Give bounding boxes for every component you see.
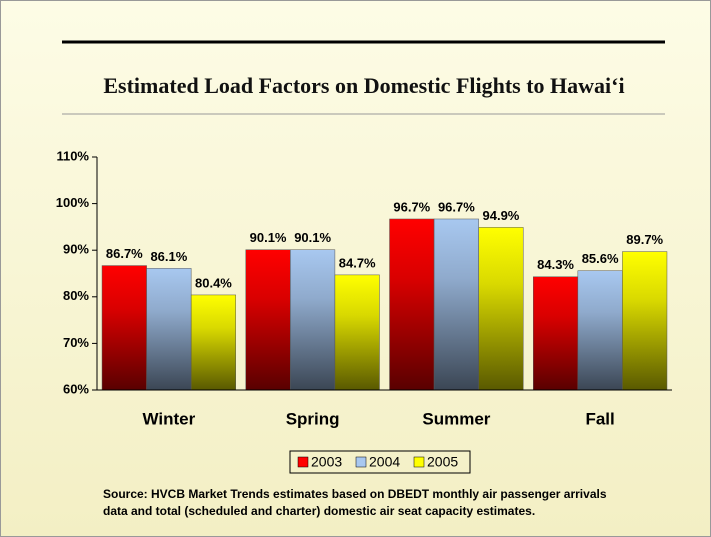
y-tick-label: 110% — [56, 148, 89, 163]
bar — [478, 227, 524, 391]
x-tick-label: Winter — [143, 409, 196, 428]
bar — [622, 251, 668, 391]
legend-box — [289, 450, 471, 474]
x-tick-label: Summer — [422, 409, 490, 428]
bar — [245, 249, 291, 391]
legend-swatch — [413, 456, 425, 468]
source-line: Source: HVCB Market Trends estimates bas… — [103, 487, 607, 501]
bar — [433, 218, 479, 391]
chart-title: Estimated Load Factors on Domestic Fligh… — [103, 73, 624, 98]
bar — [101, 265, 147, 391]
legend-swatch — [297, 456, 309, 468]
value-label: 96.7% — [393, 199, 430, 214]
legend-swatch — [355, 456, 367, 468]
value-label: 96.7% — [438, 199, 475, 214]
bar — [389, 218, 435, 391]
bar — [190, 294, 236, 391]
y-tick-label: 90% — [63, 242, 89, 257]
y-tick-label: 60% — [63, 381, 89, 396]
legend-label: 2003 — [311, 454, 342, 470]
bar — [290, 249, 336, 391]
value-label: 86.1% — [150, 249, 187, 264]
value-label: 90.1% — [250, 230, 287, 245]
value-label: 84.3% — [537, 257, 574, 272]
value-label: 89.7% — [626, 232, 663, 247]
source-line: data and total (scheduled and charter) d… — [103, 504, 535, 518]
y-tick-label: 80% — [63, 288, 89, 303]
bar — [577, 270, 623, 391]
bar — [334, 274, 380, 391]
legend-label: 2005 — [427, 454, 458, 470]
value-label: 86.7% — [106, 246, 143, 261]
y-tick-label: 100% — [56, 195, 90, 210]
bar — [533, 276, 579, 391]
bar — [146, 268, 192, 391]
value-label: 94.9% — [483, 208, 520, 223]
value-label: 84.7% — [339, 255, 376, 270]
legend-label: 2004 — [369, 454, 400, 470]
y-tick-label: 70% — [63, 335, 89, 350]
value-label: 80.4% — [195, 275, 232, 290]
value-label: 85.6% — [582, 251, 619, 266]
x-tick-label: Fall — [585, 409, 614, 428]
x-tick-label: Spring — [286, 409, 340, 428]
value-label: 90.1% — [294, 230, 331, 245]
